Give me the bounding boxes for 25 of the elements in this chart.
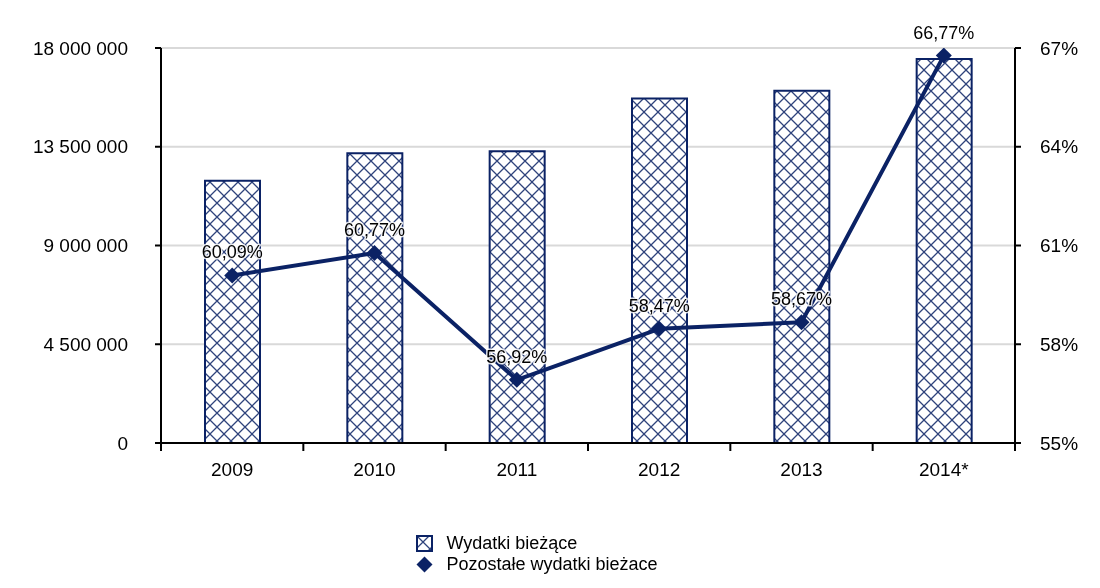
point xyxy=(508,371,525,388)
point xyxy=(935,48,952,64)
x-tick-label: 2012 xyxy=(638,459,681,480)
data-label: 66,77% xyxy=(913,22,975,43)
point xyxy=(793,314,810,331)
point xyxy=(224,267,241,284)
legend-label: Pozostałe wydatki bieżace xyxy=(446,554,658,575)
y2-tick-label: 64% xyxy=(1040,136,1079,158)
y-tick-label: 4 500 000 xyxy=(43,333,128,355)
y2-tick-label: 61% xyxy=(1040,235,1079,257)
y2-tick-label: 67% xyxy=(1040,37,1079,59)
y2-tick-label: 58% xyxy=(1040,333,1079,355)
point xyxy=(651,320,668,337)
legend-label: Wydatki bieżące xyxy=(446,533,578,554)
x-tick-label: 2009 xyxy=(211,459,254,480)
y-tick-label: 18 000 000 xyxy=(32,37,128,59)
x-tick-label: 2013 xyxy=(780,459,823,480)
y-tick-label: 0 xyxy=(117,432,128,454)
x-tick-label: 2010 xyxy=(353,459,396,480)
y-tick-label: 9 000 000 xyxy=(43,235,128,257)
x-tick-label: 2011 xyxy=(496,459,538,480)
point xyxy=(366,245,383,262)
x-tick-label: 2014* xyxy=(919,459,970,480)
y-tick-label: 13 500 000 xyxy=(32,136,128,158)
y2-tick-label: 55% xyxy=(1040,432,1079,454)
